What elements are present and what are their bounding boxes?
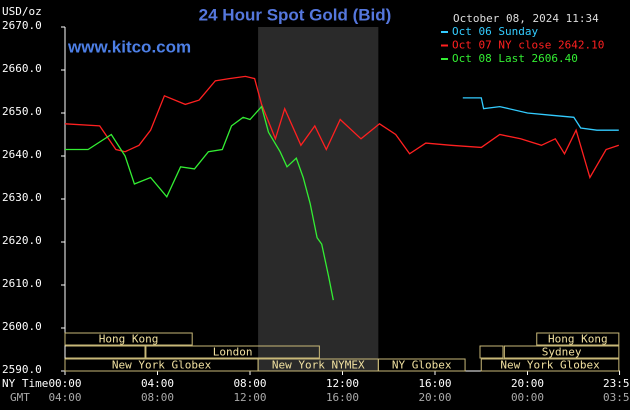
y-tick-label: 2600.0: [2, 320, 42, 333]
x-tick-label-gmt: 20:00: [418, 391, 451, 404]
y-tick-label: 2660.0: [2, 62, 42, 75]
series-line: [462, 97, 619, 131]
x-tick-label-gmt: 08:00: [141, 391, 174, 404]
x-tick-label-gmt: 03:59: [603, 391, 630, 404]
x-tick-label-gmt: 04:00: [48, 391, 81, 404]
unit-label: USD/oz: [2, 5, 42, 18]
market-label: Hong Kong: [548, 333, 608, 346]
session-shade: [258, 27, 379, 371]
y-tick-label: 2640.0: [2, 148, 42, 161]
x-row-label: NY Time: [2, 377, 48, 390]
market-label: New York Globex: [112, 359, 212, 372]
market-label: London: [213, 346, 253, 359]
market-label: Sydney: [542, 346, 582, 359]
y-tick-label: 2650.0: [2, 105, 42, 118]
x-tick-label: 00:00: [48, 377, 81, 390]
legend-label: Oct 08 Last 2606.40: [452, 52, 578, 65]
legend-label: Oct 07 NY close 2642.10: [452, 39, 604, 52]
x-tick-label: 04:00: [141, 377, 174, 390]
market-box: [480, 358, 620, 372]
market-label: New York NYMEX: [272, 359, 365, 372]
x-tick-label: 12:00: [326, 377, 359, 390]
chart-title: 24 Hour Spot Gold (Bid): [199, 5, 392, 24]
x-tick-label: 20:00: [511, 377, 544, 390]
market-box: [536, 332, 620, 346]
market-box: [145, 345, 320, 359]
x-tick-label-gmt: 00:00: [511, 391, 544, 404]
x-tick-label: 23:59: [603, 377, 630, 390]
y-tick-label: 2590.0: [2, 363, 42, 376]
market-box: [479, 345, 504, 359]
market-label: Hong Kong: [99, 333, 159, 346]
x-tick-label-gmt: 16:00: [326, 391, 359, 404]
x-tick-label-gmt: 12:00: [233, 391, 266, 404]
market-box: [503, 345, 620, 359]
market-label: New York Globex: [500, 359, 600, 372]
x-tick-label: 16:00: [418, 377, 451, 390]
y-tick-label: 2630.0: [2, 191, 42, 204]
y-tick-label: 2610.0: [2, 277, 42, 290]
legend-label: Oct 06 Sunday: [452, 25, 538, 38]
x-row-label: GMT: [10, 391, 30, 404]
series-line: [64, 75, 620, 180]
series-line: [65, 105, 334, 301]
market-box: [64, 332, 193, 346]
x-tick-label: 08:00: [233, 377, 266, 390]
timestamp: October 08, 2024 11:34: [453, 12, 599, 25]
y-tick-label: 2620.0: [2, 234, 42, 247]
market-box: [377, 358, 466, 372]
y-tick-label: 2670.0: [2, 19, 42, 32]
market-label: NY Globex: [392, 359, 452, 372]
watermark: www.kitco.com: [67, 37, 191, 56]
